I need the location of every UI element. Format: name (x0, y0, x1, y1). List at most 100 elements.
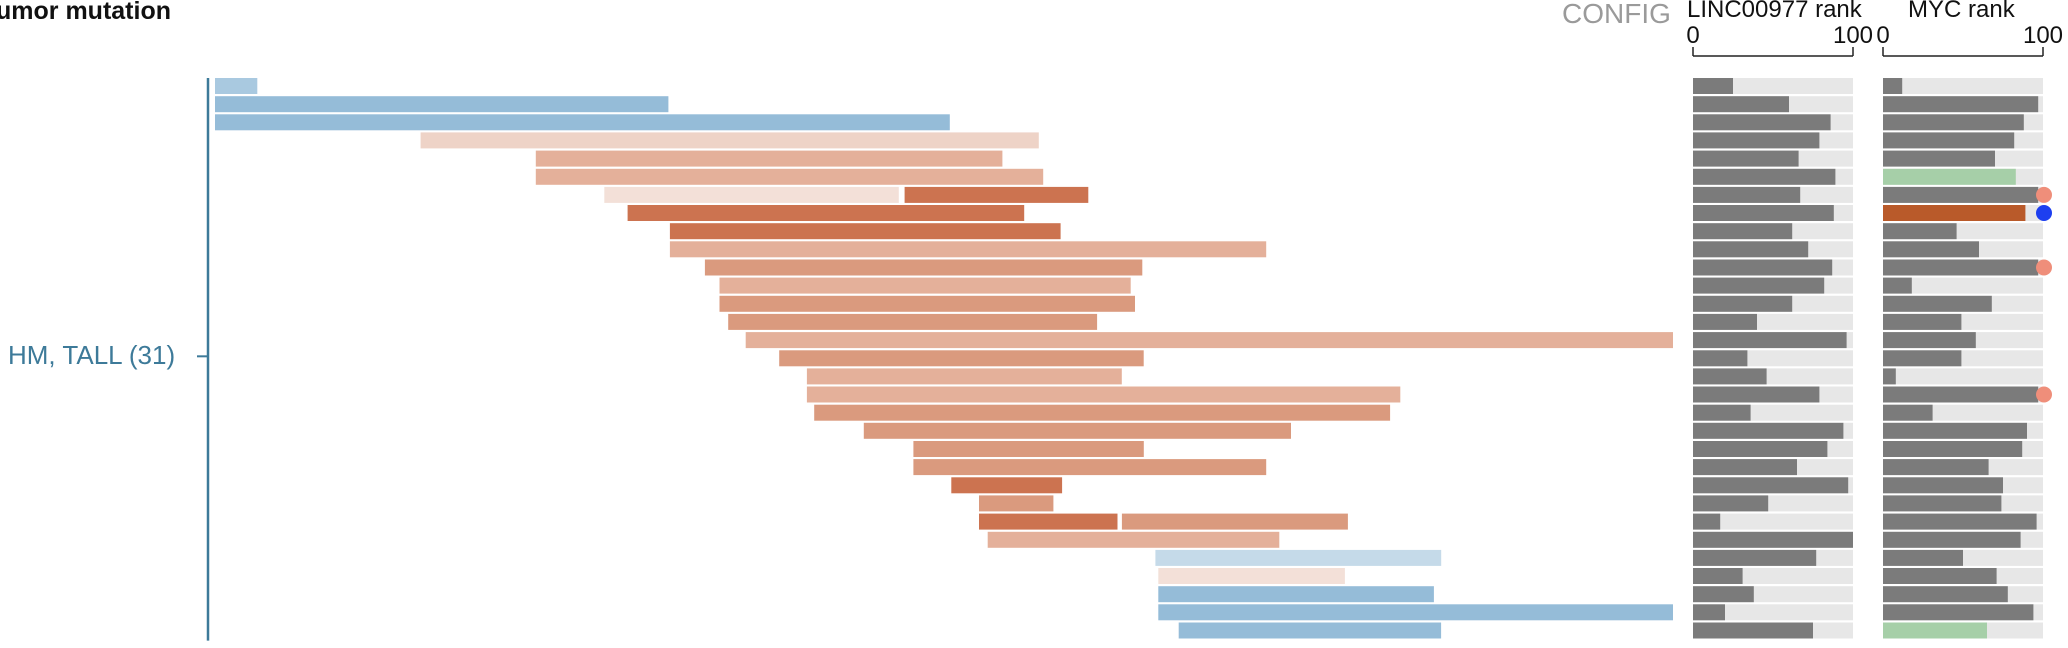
myc-rank-bar-3[interactable] (1883, 132, 2015, 149)
myc-rank-marker-10[interactable] (2036, 259, 2052, 276)
myc-rank-marker-6[interactable] (2036, 186, 2052, 203)
myc-rank-bar-27[interactable] (1883, 568, 1997, 584)
mutation-segment-r26-s0[interactable] (1155, 549, 1442, 566)
mutation-segment-r13-s0[interactable] (728, 313, 1098, 330)
mutation-segment-r24-s0[interactable] (979, 513, 1118, 530)
linc00977-rank-bar-5[interactable] (1693, 168, 1836, 185)
mutation-segment-r19-s0[interactable] (863, 422, 1291, 439)
linc00977-rank-bar-21[interactable] (1693, 459, 1797, 476)
myc-rank-bar-30[interactable] (1883, 622, 1987, 639)
myc-rank-marker-7[interactable] (2036, 205, 2052, 221)
linc00977-rank-bar-11[interactable] (1693, 277, 1825, 294)
mutation-segment-r20-s0[interactable] (913, 441, 1144, 457)
mutation-segment-r10-s0[interactable] (704, 259, 1143, 276)
myc-rank-bar-24[interactable] (1883, 513, 2037, 530)
mutation-segment-r6-s0[interactable] (604, 186, 899, 203)
myc-rank-bar-23[interactable] (1883, 495, 2002, 512)
mutation-segment-r21-s0[interactable] (913, 459, 1267, 476)
linc00977-rank-bar-1[interactable] (1693, 96, 1789, 113)
myc-rank-bar-22[interactable] (1883, 477, 2003, 494)
mutation-segment-r23-s0[interactable] (979, 495, 1054, 512)
myc-rank-bar-15[interactable] (1883, 350, 1962, 367)
mutation-segment-r11-s0[interactable] (719, 277, 1131, 294)
myc-rank-bar-0[interactable] (1883, 78, 1903, 94)
mutation-segment-r15-s0[interactable] (779, 350, 1144, 367)
myc-rank-bar-20[interactable] (1883, 441, 2023, 457)
group-label[interactable]: HM, TALL (31) (8, 340, 176, 370)
myc-rank-bar-28[interactable] (1883, 586, 2008, 603)
myc-rank-bar-19[interactable] (1883, 422, 2027, 439)
mutation-segment-r30-s0[interactable] (1178, 622, 1442, 639)
linc00977-rank-bar-8[interactable] (1693, 223, 1793, 240)
mutation-segment-r6-s1[interactable] (904, 186, 1089, 203)
myc-rank-bar-18[interactable] (1883, 404, 1933, 421)
mutation-segment-r5-s0[interactable] (535, 168, 1044, 185)
mutation-segment-r17-s0[interactable] (806, 386, 1401, 403)
linc00977-rank-bar-27[interactable] (1693, 568, 1743, 584)
myc-rank-bar-26[interactable] (1883, 549, 1963, 566)
config-button[interactable]: CONFIG (1562, 0, 1671, 29)
linc00977-rank-bar-9[interactable] (1693, 241, 1809, 258)
mutation-segment-r1-s0[interactable] (215, 96, 669, 113)
myc-rank-bar-13[interactable] (1883, 313, 1962, 330)
mutation-segment-r0-s0[interactable] (215, 78, 258, 94)
mutation-segment-r25-s0[interactable] (987, 531, 1280, 548)
linc00977-rank-bar-25[interactable] (1693, 531, 1853, 548)
linc00977-rank-bar-28[interactable] (1693, 586, 1754, 603)
myc-rank-bar-1[interactable] (1883, 96, 2039, 113)
linc00977-rank-bar-10[interactable] (1693, 259, 1833, 276)
mutation-segment-r3-s0[interactable] (420, 132, 1039, 149)
linc00977-rank-bar-29[interactable] (1693, 604, 1725, 621)
mutation-segment-r24-s1[interactable] (1121, 513, 1348, 530)
myc-rank-bar-21[interactable] (1883, 459, 1989, 476)
linc00977-rank-bar-26[interactable] (1693, 549, 1817, 566)
linc00977-rank-bar-6[interactable] (1693, 186, 1801, 203)
mutation-segment-r2-s0[interactable] (215, 114, 950, 131)
mutation-segment-r8-s0[interactable] (669, 223, 1061, 240)
myc-rank-bar-14[interactable] (1883, 332, 1976, 349)
linc00977-rank-bar-14[interactable] (1693, 332, 1847, 349)
linc00977-rank-bar-15[interactable] (1693, 350, 1748, 367)
myc-rank-bar-8[interactable] (1883, 223, 1957, 240)
linc00977-rank-bar-17[interactable] (1693, 386, 1820, 403)
myc-rank-bar-12[interactable] (1883, 295, 1992, 312)
linc00977-rank-bar-3[interactable] (1693, 132, 1820, 149)
mutation-segment-r7-s0[interactable] (627, 205, 1025, 221)
mutation-segment-r9-s0[interactable] (669, 241, 1267, 258)
myc-rank-bar-11[interactable] (1883, 277, 1912, 294)
myc-rank-marker-17[interactable] (2036, 386, 2052, 403)
mutation-segment-r28-s0[interactable] (1158, 586, 1434, 603)
mutation-segment-r22-s0[interactable] (951, 477, 1063, 494)
linc00977-rank-bar-4[interactable] (1693, 150, 1799, 167)
myc-rank-bar-6[interactable] (1883, 186, 2039, 203)
myc-rank-bar-2[interactable] (1883, 114, 2024, 131)
mutation-segment-r29-s0[interactable] (1158, 604, 1673, 621)
mutation-segment-r14-s0[interactable] (745, 332, 1673, 349)
mutation-segment-r16-s0[interactable] (806, 368, 1122, 385)
mutation-segment-r12-s0[interactable] (719, 295, 1136, 312)
linc00977-rank-bar-2[interactable] (1693, 114, 1831, 131)
linc00977-rank-bar-13[interactable] (1693, 313, 1757, 330)
linc00977-rank-bar-7[interactable] (1693, 205, 1834, 221)
myc-rank-bar-9[interactable] (1883, 241, 1979, 258)
linc00977-rank-bar-0[interactable] (1693, 78, 1733, 94)
linc00977-rank-bar-12[interactable] (1693, 295, 1793, 312)
myc-rank-bar-29[interactable] (1883, 604, 2034, 621)
linc00977-rank-bar-24[interactable] (1693, 513, 1721, 530)
linc00977-rank-bar-23[interactable] (1693, 495, 1769, 512)
mutation-segment-r27-s0[interactable] (1158, 568, 1345, 584)
linc00977-rank-bar-20[interactable] (1693, 441, 1828, 457)
myc-rank-bar-16[interactable] (1883, 368, 1896, 385)
linc00977-rank-bar-19[interactable] (1693, 422, 1844, 439)
mutation-segment-r4-s0[interactable] (535, 150, 1003, 167)
linc00977-rank-bar-18[interactable] (1693, 404, 1751, 421)
myc-rank-bar-5[interactable] (1883, 168, 2016, 185)
myc-rank-bar-10[interactable] (1883, 259, 2039, 276)
myc-rank-bar-4[interactable] (1883, 150, 1995, 167)
myc-rank-bar-25[interactable] (1883, 531, 2021, 548)
linc00977-rank-bar-30[interactable] (1693, 622, 1813, 639)
linc00977-rank-bar-22[interactable] (1693, 477, 1849, 494)
mutation-segment-r18-s0[interactable] (814, 404, 1391, 421)
myc-rank-bar-17[interactable] (1883, 386, 2039, 403)
myc-rank-bar-7[interactable] (1883, 205, 2026, 221)
